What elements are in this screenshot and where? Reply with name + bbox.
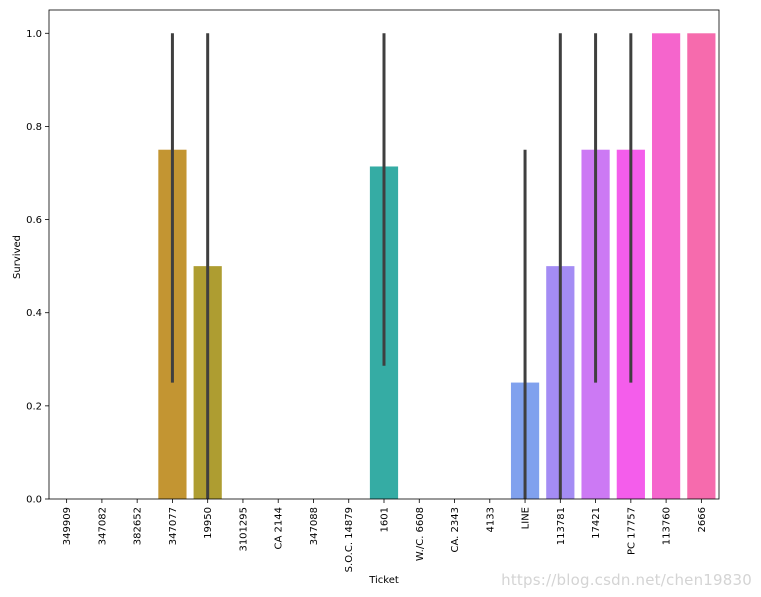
x-tick-label-2: 382652: [133, 507, 144, 545]
y-tick-label-2: 0.4: [26, 308, 42, 319]
bar-17: [652, 33, 681, 499]
watermark-text: https://blog.csdn.net/chen19830: [501, 571, 752, 589]
x-ticks-layer: 349909 347082 382652 347077 19950 3101295 CA 2…: [62, 499, 708, 572]
x-tick-label-16: PC 17757: [626, 507, 637, 555]
x-tick-label-14: 113781: [556, 507, 567, 545]
error-bars-layer: [170, 33, 633, 499]
x-tick-label-17: 113760: [662, 507, 673, 545]
y-tick-label-0: 0.0: [26, 495, 42, 506]
y-tick-label-3: 0.6: [26, 215, 42, 226]
x-tick-label-13: LINE: [521, 507, 532, 529]
x-tick-label-9: 1601: [380, 507, 391, 532]
x-tick-label-8: S.O.C. 14879: [344, 507, 355, 572]
x-tick-label-6: CA 2144: [274, 507, 285, 549]
bar-18: [687, 33, 716, 499]
x-tick-label-10: W./C. 6608: [415, 507, 426, 561]
y-tick-label-4: 0.8: [26, 122, 42, 133]
y-ticks-layer: 0.0 0.2 0.4 0.6 0.8 1.0: [26, 29, 49, 506]
x-tick-label-0: 349909: [62, 507, 73, 545]
y-axis-label: Survived: [12, 235, 23, 279]
x-tick-label-7: 347088: [309, 507, 320, 545]
y-tick-label-5: 1.0: [26, 29, 42, 40]
x-tick-label-12: 4133: [485, 507, 496, 532]
x-tick-label-5: 3101295: [238, 507, 249, 552]
x-tick-label-15: 17421: [591, 507, 602, 539]
x-tick-label-1: 347082: [97, 507, 108, 545]
x-tick-label-18: 2666: [697, 507, 708, 532]
x-tick-label-3: 347077: [168, 507, 179, 545]
x-axis-label: Ticket: [368, 575, 399, 586]
x-tick-label-4: 19950: [203, 507, 214, 539]
y-tick-label-1: 0.2: [26, 401, 42, 412]
x-tick-label-11: CA. 2343: [450, 507, 461, 552]
